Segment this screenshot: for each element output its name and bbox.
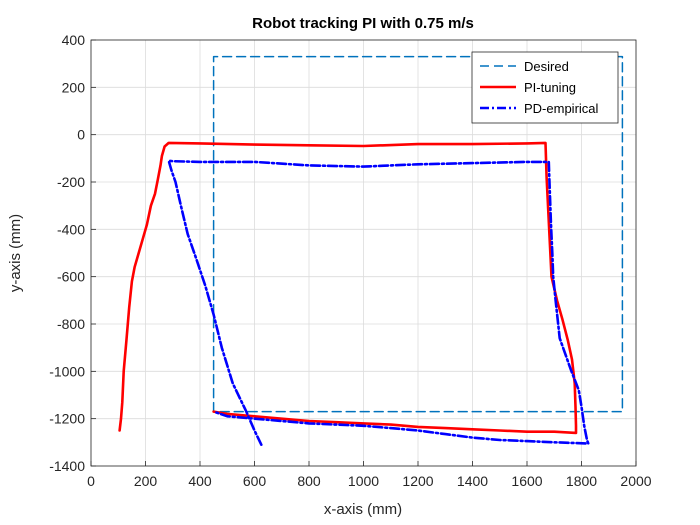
x-tick-label: 200 — [134, 473, 158, 489]
y-tick-label: -600 — [57, 269, 85, 285]
x-axis-label: x-axis (mm) — [324, 501, 402, 518]
series-layer — [118, 55, 624, 447]
y-tick-label: -1000 — [49, 363, 85, 379]
x-tick-label: 1400 — [457, 473, 488, 489]
series-line-pi-tuning — [118, 141, 578, 435]
y-axis-label: y-axis (mm) — [7, 214, 24, 292]
series-line-desired — [212, 55, 624, 413]
legend-label: PI-tuning — [524, 80, 576, 95]
y-tick-label: 0 — [77, 127, 85, 143]
x-tick-label: 1000 — [348, 473, 379, 489]
y-tick-label: -1200 — [49, 411, 85, 427]
legend-label: PD-empirical — [524, 101, 599, 116]
x-tick-label: 1800 — [566, 473, 597, 489]
series-line-pd-empirical — [167, 159, 590, 447]
x-tick-label: 800 — [297, 473, 321, 489]
y-tick-label: -200 — [57, 174, 85, 190]
x-tick-label: 400 — [188, 473, 212, 489]
x-tick-label: 1200 — [402, 473, 433, 489]
legend-label: Desired — [524, 59, 569, 74]
legend: Desired PI-tuning PD-empirical — [471, 51, 619, 124]
x-tick-label: 0 — [87, 473, 95, 489]
x-tick-label: 2000 — [620, 473, 651, 489]
y-tick-label: 400 — [62, 32, 86, 48]
ticks: 0 200 400 600 800 1000 1200 1400 1600 1800 2000-14… — [49, 32, 652, 489]
x-tick-label: 1600 — [511, 473, 542, 489]
x-tick-label: 600 — [243, 473, 267, 489]
y-tick-label: -800 — [57, 316, 85, 332]
chart-title: Robot tracking PI with 0.75 m/s — [252, 15, 474, 32]
y-tick-label: -400 — [57, 221, 85, 237]
y-tick-label: -1400 — [49, 458, 85, 474]
y-tick-label: 200 — [62, 79, 86, 95]
